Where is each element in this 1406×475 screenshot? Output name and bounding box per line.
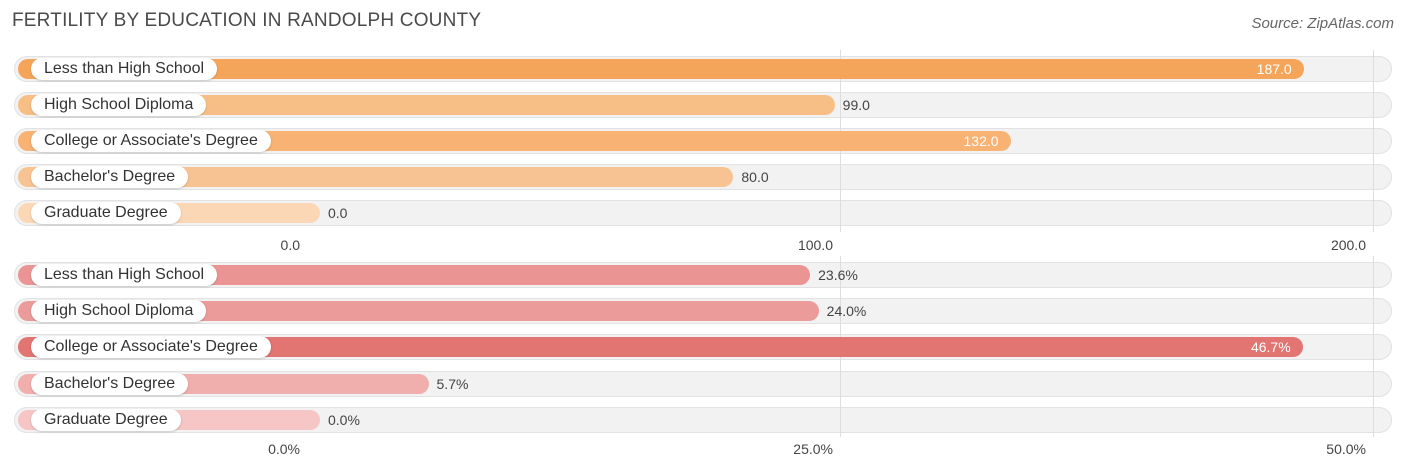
- chart-title: FERTILITY BY EDUCATION IN RANDOLPH COUNT…: [12, 10, 482, 31]
- bar: [18, 59, 1304, 79]
- bar: [18, 167, 734, 187]
- source-credit: Source: ZipAtlas.com: [1251, 15, 1394, 32]
- bar: [18, 337, 1303, 357]
- category-label: College or Associate's Degree: [31, 130, 271, 152]
- value-label: 5.7%: [436, 376, 469, 392]
- gridline: [1373, 50, 1374, 232]
- category-label: High School Diploma: [31, 94, 207, 116]
- value-label: 0.0: [328, 205, 348, 221]
- category-label: Graduate Degree: [31, 202, 181, 224]
- value-label: 99.0: [842, 97, 870, 113]
- value-label: 132.0: [963, 133, 999, 149]
- value-label: 23.6%: [818, 267, 858, 283]
- tick-label: 50.0%: [1326, 441, 1366, 457]
- gridline: [1373, 256, 1374, 437]
- tick-label: 100.0: [797, 237, 833, 253]
- category-label: College or Associate's Degree: [31, 336, 271, 358]
- bar: [18, 301, 819, 321]
- category-label: High School Diploma: [31, 300, 207, 322]
- value-label: 24.0%: [826, 303, 867, 319]
- value-label: 187.0: [1256, 61, 1292, 77]
- category-label: Less than High School: [31, 264, 218, 286]
- tick-label: 0.0: [280, 237, 300, 253]
- category-label: Less than High School: [31, 58, 218, 80]
- tick-label: 0.0%: [268, 441, 300, 457]
- category-label: Bachelor's Degree: [31, 373, 189, 395]
- bar: [18, 95, 835, 115]
- category-label: Bachelor's Degree: [31, 166, 189, 188]
- tick-label: 200.0: [1330, 237, 1366, 253]
- tick-label: 25.0%: [793, 441, 833, 457]
- value-label: 80.0: [741, 169, 769, 185]
- value-label: 46.7%: [1250, 339, 1291, 355]
- value-label: 0.0%: [328, 412, 360, 428]
- category-label: Graduate Degree: [31, 409, 181, 431]
